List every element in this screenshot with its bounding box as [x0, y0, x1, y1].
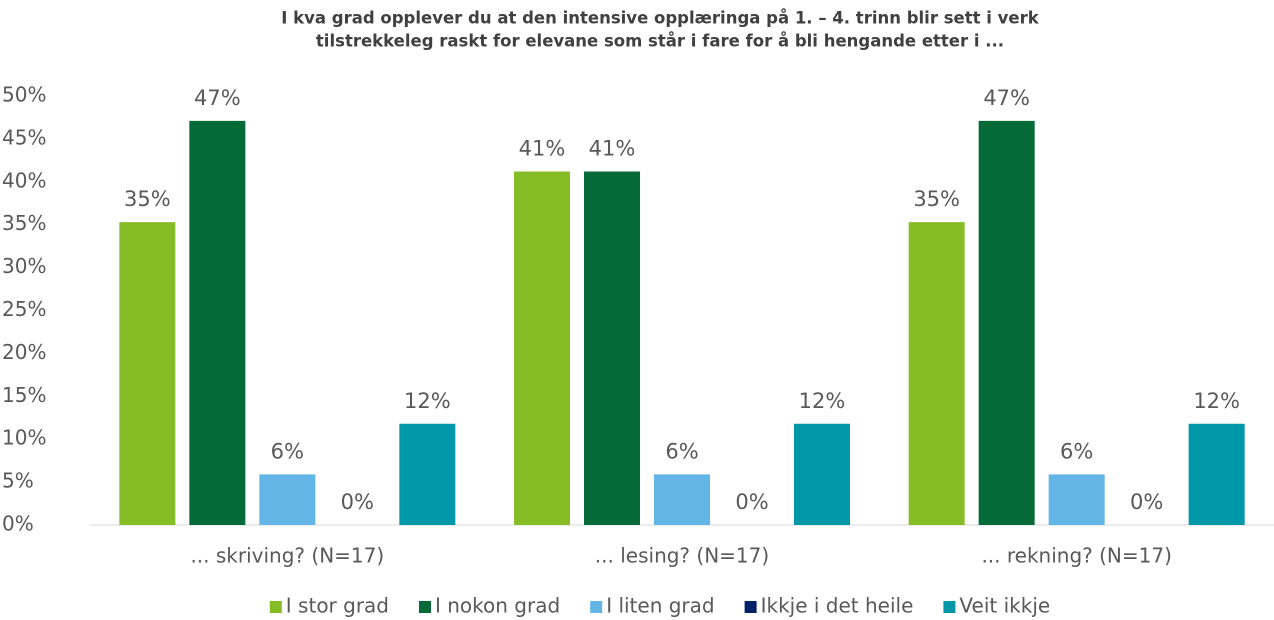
data-label: 41%: [589, 137, 636, 161]
x-tick-label: ... skriving? (N=17): [190, 544, 384, 568]
y-tick-label: 45%: [2, 125, 46, 149]
legend-swatch: [943, 601, 956, 613]
y-tick-label: 5%: [2, 469, 34, 493]
bar: [908, 222, 965, 525]
y-tick-label: 50%: [2, 83, 46, 107]
y-tick-label: 25%: [2, 297, 46, 321]
data-label: 6%: [665, 439, 698, 463]
data-label: 47%: [194, 86, 241, 110]
y-tick-label: 0%: [2, 512, 34, 536]
bar: [119, 222, 176, 525]
x-tick-label: ... lesing? (N=17): [595, 544, 769, 568]
x-tick-label: ... rekning? (N=17): [981, 544, 1171, 568]
legend-swatch: [269, 601, 282, 613]
bar: [514, 171, 570, 525]
bar: [399, 423, 456, 525]
data-label: 35%: [124, 187, 171, 211]
legend-label: Veit ikkje: [959, 594, 1050, 618]
bar: [189, 120, 246, 526]
data-label: 35%: [913, 187, 960, 211]
data-label: 41%: [519, 137, 566, 161]
data-label: 12%: [799, 389, 846, 413]
y-tick-label: 10%: [2, 426, 46, 450]
legend-swatch: [744, 601, 757, 613]
y-tick-label: 20%: [2, 340, 46, 364]
data-label: 6%: [1060, 439, 1093, 463]
bar: [584, 171, 640, 525]
data-label: 12%: [1193, 389, 1240, 413]
legend-label: I stor grad: [286, 594, 389, 618]
y-tick-label: 40%: [2, 168, 46, 192]
bar: [978, 120, 1035, 526]
y-tick-label: 15%: [2, 383, 46, 407]
legend-label: I liten grad: [606, 594, 714, 618]
bar: [259, 474, 316, 525]
bar: [794, 423, 850, 525]
data-label: 6%: [271, 439, 304, 463]
chart-title: I kva grad opplever du at den intensive …: [281, 9, 1039, 28]
legend-swatch: [590, 601, 603, 613]
data-label: 0%: [735, 490, 768, 514]
legend-swatch: [419, 601, 432, 613]
data-label: 12%: [404, 389, 451, 413]
y-tick-label: 30%: [2, 254, 46, 278]
bar: [654, 474, 710, 525]
data-label: 0%: [341, 490, 374, 514]
legend-label: Ikkje i det heile: [761, 594, 914, 618]
legend-label: I nokon grad: [435, 594, 560, 618]
y-tick-label: 35%: [2, 211, 46, 235]
bar: [1188, 423, 1245, 525]
data-label: 0%: [1130, 490, 1163, 514]
bar: [1048, 474, 1105, 525]
data-label: 47%: [983, 86, 1030, 110]
chart-title: tilstrekkeleg raskt for elevane som står…: [316, 32, 1004, 51]
